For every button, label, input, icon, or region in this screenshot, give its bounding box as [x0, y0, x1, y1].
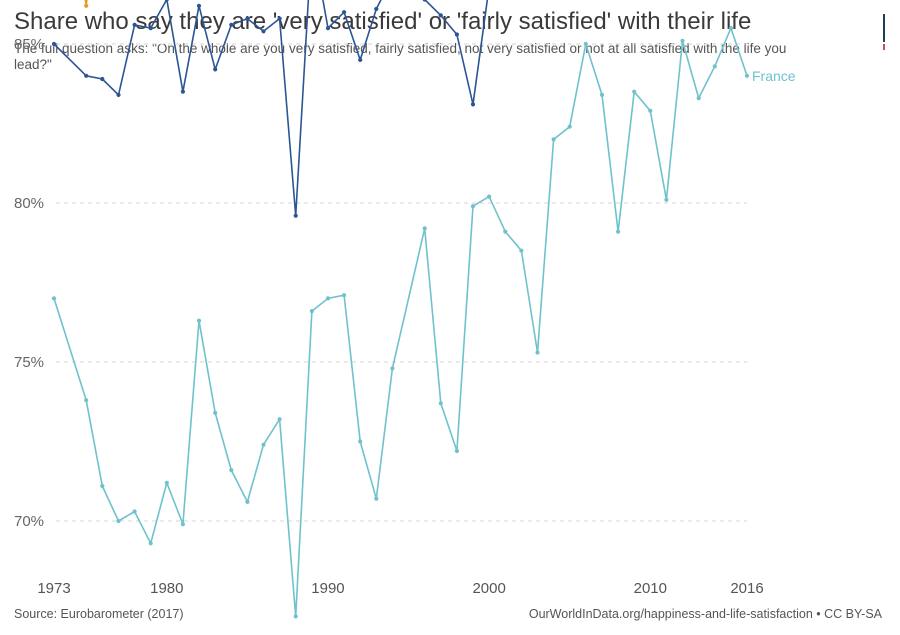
x-tick-label: 1973 [37, 580, 70, 597]
data-point [148, 541, 153, 546]
data-point [680, 38, 685, 43]
source-note: Source: Eurobarometer (2017) [14, 607, 184, 621]
y-tick-label: 85% [14, 36, 44, 53]
series-line [53, 27, 748, 618]
data-point [342, 10, 347, 15]
data-point [535, 350, 540, 355]
data-point [293, 614, 298, 619]
data-point [374, 496, 379, 501]
credit-link[interactable]: OurWorldInData.org/happiness-and-life-sa… [528, 607, 882, 621]
data-point [293, 213, 298, 218]
data-point [616, 229, 621, 234]
data-point [470, 102, 476, 107]
data-point [261, 442, 266, 447]
data-point [51, 41, 57, 47]
x-tick-label: 2016 [730, 580, 763, 597]
data-point [180, 89, 185, 94]
series-label: France [752, 68, 796, 84]
data-point [100, 483, 105, 489]
data-point [261, 29, 266, 34]
data-point [325, 26, 331, 31]
data-point [358, 439, 363, 444]
data-point [277, 417, 282, 422]
logo-bar [883, 14, 885, 42]
data-point [309, 309, 314, 314]
data-point [519, 248, 524, 253]
data-point [51, 296, 57, 301]
data-point [132, 509, 137, 514]
x-tick-label: 2010 [634, 580, 667, 597]
data-point [164, 480, 169, 485]
data-point [100, 76, 105, 82]
data-point [84, 398, 89, 403]
data-point [245, 16, 250, 21]
data-point [116, 92, 121, 97]
data-point [132, 22, 137, 27]
data-point [116, 518, 121, 524]
data-point [438, 13, 443, 18]
data-point [567, 124, 572, 129]
data-point [728, 26, 734, 31]
x-tick-label: 1980 [150, 580, 183, 597]
data-point [712, 64, 717, 69]
data-point [342, 293, 347, 298]
chart-subtitle: The full question asks: "On the whole ar… [14, 41, 787, 72]
y-tick-label: 80% [14, 195, 44, 212]
x-tick-label: 2000 [472, 580, 505, 597]
logo-accent [883, 44, 885, 50]
x-axis: 1973 1980 1990 2000 2010 2016 [37, 580, 763, 597]
data-point [84, 3, 89, 8]
data-point [454, 32, 459, 37]
data-point [583, 41, 588, 47]
y-tick-label: 75% [14, 354, 44, 371]
data-point [551, 137, 556, 142]
data-point [438, 401, 443, 406]
y-tick-label: 70% [14, 513, 44, 530]
data-point [213, 410, 218, 415]
series-line [53, 0, 489, 217]
data-point [229, 468, 234, 473]
data-point [599, 92, 605, 97]
data-point [84, 73, 89, 78]
data-point [454, 448, 459, 454]
series-layer [51, 0, 750, 619]
data-point [180, 522, 185, 527]
data-point [632, 89, 637, 94]
data-point [164, 0, 169, 2]
data-point [744, 73, 750, 78]
x-tick-label: 1990 [311, 580, 344, 597]
series-labels: NetherlandsUnited KingdomFrance [752, 68, 796, 84]
data-point [196, 3, 202, 8]
data-point [358, 57, 363, 63]
data-point [374, 6, 379, 12]
data-point [422, 0, 427, 2]
data-point [470, 204, 476, 209]
data-point [390, 366, 395, 371]
chart-title: Share who say they are 'very satisfied' … [14, 8, 752, 35]
data-point [245, 499, 250, 504]
data-point [325, 296, 331, 301]
data-point [229, 22, 234, 27]
grid-lines [56, 43, 747, 522]
data-point [487, 194, 492, 199]
data-point [648, 108, 653, 113]
series-line [84, 0, 88, 7]
y-axis: 70%75%80%85%90%95% [14, 36, 44, 530]
data-point [696, 96, 701, 101]
data-point [148, 26, 153, 31]
data-point [277, 16, 282, 21]
data-point [196, 318, 202, 323]
owid-logo [883, 14, 886, 54]
data-point [664, 197, 669, 202]
data-point [422, 226, 427, 231]
data-point [503, 229, 508, 234]
data-point [213, 67, 218, 72]
